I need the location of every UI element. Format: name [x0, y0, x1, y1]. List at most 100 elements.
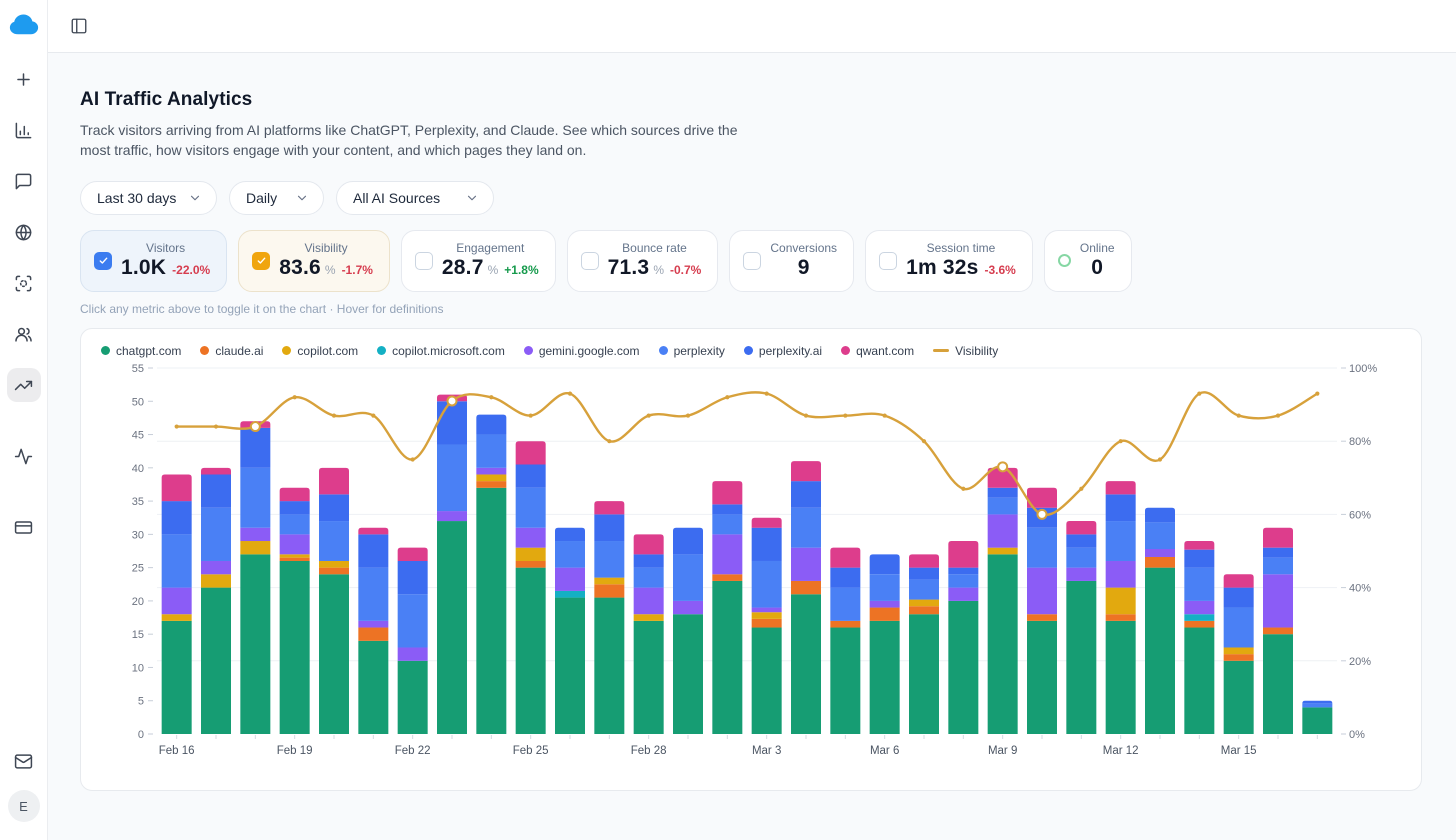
sidebar-item-new[interactable] [7, 62, 41, 96]
svg-text:80%: 80% [1349, 436, 1371, 448]
metric-delta: -22.0% [172, 263, 211, 278]
legend-label: perplexity [673, 343, 725, 358]
svg-text:Feb 28: Feb 28 [631, 745, 667, 757]
granularity-value: Daily [246, 189, 278, 206]
check-icon [99, 257, 107, 264]
metric-value: 1.0K [121, 256, 167, 280]
sidebar-bottom: E [7, 744, 41, 822]
metric-card-session-time[interactable]: Session time 1m 32s -3.6% [865, 229, 1033, 292]
granularity-select[interactable]: Daily [229, 180, 324, 215]
svg-text:Mar 15: Mar 15 [1221, 745, 1257, 757]
sidebar-item-web[interactable] [7, 215, 41, 249]
cloud-logo[interactable] [9, 12, 39, 36]
svg-text:Feb 16: Feb 16 [159, 745, 195, 757]
svg-text:20%: 20% [1349, 655, 1371, 667]
svg-text:Mar 6: Mar 6 [870, 745, 899, 757]
legend-dot [523, 346, 533, 356]
metric-checkbox[interactable] [252, 251, 271, 270]
sidebar-item-messages[interactable] [7, 164, 41, 198]
legend-item-claude.ai[interactable]: claude.ai [200, 344, 263, 358]
date-range-select[interactable]: Last 30 days [80, 180, 217, 215]
metric-checkbox[interactable] [580, 251, 599, 270]
legend-line-swatch [933, 349, 950, 353]
svg-text:Mar 9: Mar 9 [988, 745, 1017, 757]
legend-label: qwant.com [856, 343, 915, 358]
focus-scan-icon [15, 275, 32, 291]
svg-text:40%: 40% [1349, 582, 1371, 594]
traffic-chart-svg[interactable]: 0 5 10 15 20 25 30 35 40 45 50 55 0% 20% 40% 60% 80% 100%… [101, 362, 1401, 771]
legend-label: gemini.google.com [538, 343, 640, 358]
legend-item-gemini.google.com[interactable]: gemini.google.com [523, 343, 640, 358]
sidebar: E [0, 0, 48, 840]
metric-card-online[interactable]: Online 0 [1043, 229, 1132, 292]
metric-value: 83.6 [279, 256, 321, 280]
metric-label: Visibility [304, 241, 348, 256]
legend-item-chatgpt.com[interactable]: chatgpt.com [101, 344, 181, 358]
sidebar-item-scan[interactable] [7, 266, 41, 300]
message-square-icon [15, 173, 32, 189]
svg-text:60%: 60% [1349, 509, 1371, 521]
svg-text:50: 50 [132, 396, 144, 408]
svg-text:40: 40 [132, 462, 144, 474]
metric-card-conversions[interactable]: Conversions 9 [729, 229, 855, 292]
metric-label: Online [1079, 241, 1115, 256]
plus-icon [17, 72, 30, 86]
metric-label: Engagement [456, 241, 525, 256]
metric-value-suffix: % [487, 263, 499, 278]
legend-dot [377, 346, 387, 356]
metric-checkbox[interactable] [879, 251, 898, 270]
sidebar-item-charts[interactable] [7, 113, 41, 147]
metric-label: Session time [926, 241, 996, 256]
metric-checkbox[interactable] [94, 251, 112, 270]
legend-item-perplexity.ai[interactable]: perplexity.ai [743, 344, 822, 358]
page-description: Track visitors arriving from AI platform… [80, 122, 738, 159]
metric-checkbox[interactable] [743, 251, 762, 270]
filters-row: Last 30 days Daily All AI Sources [80, 180, 1422, 215]
metric-card-visitors[interactable]: Visitors 1.0K -22.0% [80, 229, 228, 292]
legend-label: copilot.com [297, 343, 359, 358]
legend-item-qwant.com[interactable]: qwant.com [841, 344, 914, 358]
sidebar-item-billing[interactable] [7, 510, 41, 544]
metric-label: Bounce rate [622, 241, 687, 256]
svg-text:Feb 19: Feb 19 [277, 745, 313, 757]
main-content: AI Traffic Analytics Track visitors arri… [48, 52, 1456, 840]
sidebar-item-mail[interactable] [7, 744, 41, 778]
users-icon [15, 327, 32, 342]
mail-icon [14, 753, 33, 769]
metric-value: 28.7 [441, 256, 484, 280]
legend-item-visibility-line[interactable]: Visibility [933, 344, 998, 358]
chevron-down-icon [297, 195, 307, 200]
legend-item-perplexity[interactable]: perplexity [658, 343, 725, 358]
sidebar-item-activity[interactable] [7, 439, 41, 473]
trending-up-icon [14, 380, 33, 390]
legend-item-copilot.com[interactable]: copilot.com [282, 344, 358, 358]
legend-item-copilot.microsoft.com[interactable]: copilot.microsoft.com [377, 344, 505, 358]
svg-text:0%: 0% [1349, 729, 1365, 741]
metric-card-bounce-rate[interactable]: Bounce rate 71.3% -0.7% [566, 229, 719, 292]
svg-text:10: 10 [132, 662, 144, 674]
legend-label: Visibility [955, 343, 999, 358]
metric-value: 71.3 [607, 256, 650, 280]
source-select[interactable]: All AI Sources [336, 180, 494, 215]
svg-text:20: 20 [132, 596, 144, 608]
metric-checkbox[interactable] [414, 251, 433, 270]
metric-card-visibility[interactable]: Visibility 83.6% -1.7% [238, 229, 390, 292]
metric-value-suffix: % [653, 263, 664, 278]
svg-text:100%: 100% [1349, 363, 1377, 375]
legend-dot [282, 346, 292, 356]
panel-left-icon [71, 18, 87, 34]
metric-value-suffix: % [324, 263, 336, 278]
sidebar-item-users[interactable] [7, 317, 41, 351]
user-avatar[interactable]: E [7, 790, 40, 822]
svg-text:Feb 25: Feb 25 [513, 745, 549, 757]
globe-icon [15, 224, 32, 240]
legend-label: chatgpt.com [116, 343, 182, 358]
sidebar-item-trends[interactable] [6, 368, 41, 402]
metric-card-engagement[interactable]: Engagement 28.7% +1.8% [400, 229, 556, 292]
svg-text:0: 0 [138, 729, 144, 741]
metric-delta: +1.8% [504, 263, 539, 278]
metric-cards-row: Visitors 1.0K -22.0% Visibility 83.6% -1.7% En… [80, 229, 1422, 292]
chevron-down-icon [467, 195, 477, 200]
svg-text:Mar 12: Mar 12 [1103, 745, 1139, 757]
sidebar-toggle-button[interactable] [64, 11, 94, 41]
